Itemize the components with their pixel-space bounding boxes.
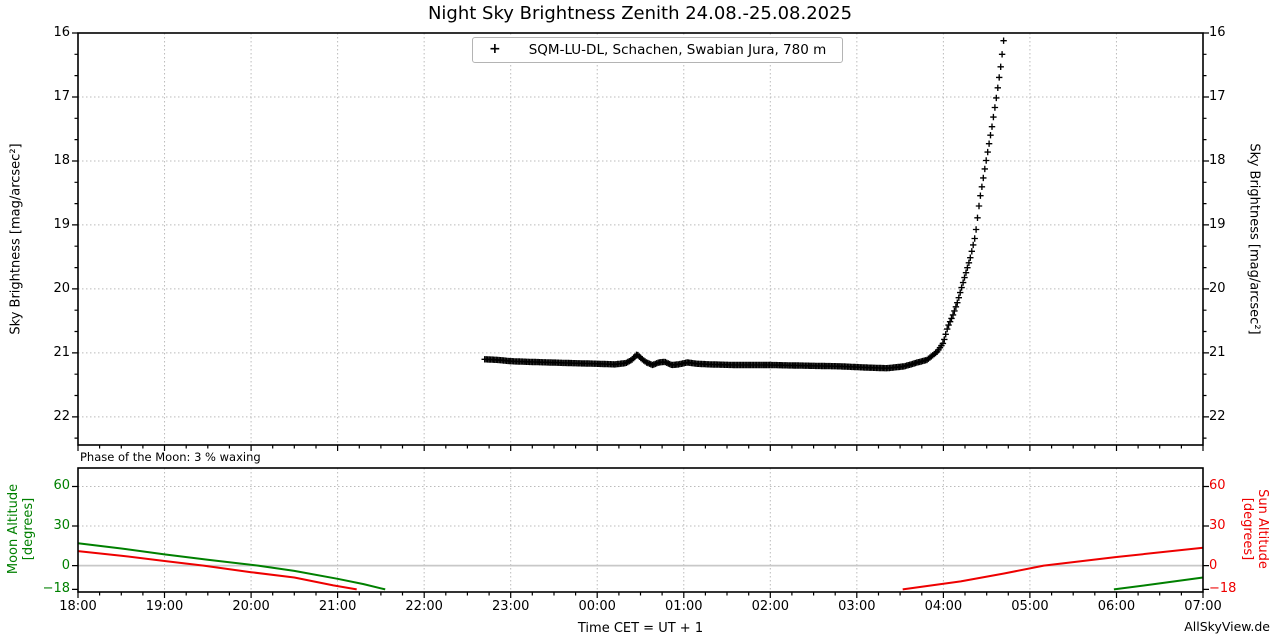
sun-ytick: 0 xyxy=(1209,557,1218,573)
main-ytick-left: 16 xyxy=(53,25,70,40)
xtick-label: 02:00 xyxy=(751,599,790,614)
sun-axis-label-line1: Sun Altitude xyxy=(1254,489,1270,569)
y-axis-label-left: Sky Brightness [mag/arcsec²] xyxy=(8,143,24,335)
main-ytick-right: 22 xyxy=(1209,408,1226,424)
main-ytick-right: 20 xyxy=(1209,280,1226,296)
xtick-label: 21:00 xyxy=(318,599,357,614)
moon-ytick: 60 xyxy=(53,478,70,494)
moon-ytick: −18 xyxy=(42,581,70,597)
main-ytick-left: 18 xyxy=(53,152,70,168)
axis-ticks xyxy=(72,32,1209,598)
xtick-label: 01:00 xyxy=(665,599,703,614)
main-ytick-left: 22 xyxy=(53,408,70,424)
main-ytick-right: 17 xyxy=(1209,88,1226,104)
main-ytick-right: 19 xyxy=(1209,216,1226,232)
main-ytick-right: 18 xyxy=(1209,152,1226,168)
main-ytick-right: 16 xyxy=(1209,25,1226,40)
xtick-label: 00:00 xyxy=(578,599,616,614)
xtick-label: 04:00 xyxy=(924,599,963,614)
xtick-label: 05:00 xyxy=(1011,599,1049,614)
main-ytick-left: 20 xyxy=(53,280,70,296)
moon-ytick: 30 xyxy=(53,518,70,534)
chart-title: Night Sky Brightness Zenith 24.08.-25.08… xyxy=(427,3,853,24)
main-plot-border xyxy=(77,32,1204,446)
xtick-label: 06:00 xyxy=(1097,599,1136,614)
sun-ytick: −18 xyxy=(1209,581,1237,597)
xtick-label: 23:00 xyxy=(491,599,530,614)
x-axis-label: Time CET = UT + 1 xyxy=(577,621,704,636)
sun-ytick: 30 xyxy=(1209,518,1226,534)
main-ytick-left: 19 xyxy=(53,216,70,232)
watermark: AllSkyView.de xyxy=(1184,619,1270,634)
xtick-label: 18:00 xyxy=(59,599,97,614)
main-ytick-left: 21 xyxy=(53,344,70,360)
moon-altitude-line xyxy=(77,542,386,591)
sun-altitude-line xyxy=(77,550,357,591)
sun-ytick: 60 xyxy=(1209,478,1226,494)
moon-ytick: 0 xyxy=(61,557,70,573)
moon-altitude-line xyxy=(1113,576,1204,591)
legend-box: + SQM-LU-DL, Schachen, Swabian Jura, 780… xyxy=(472,37,844,63)
plus-marker-icon: + xyxy=(489,41,501,57)
main-ytick-left: 17 xyxy=(53,88,70,104)
xtick-label: 07:00 xyxy=(1184,599,1222,614)
main-ytick-right: 21 xyxy=(1209,344,1226,360)
xtick-label: 03:00 xyxy=(838,599,876,614)
y-axis-label-right: Sky Brightness [mag/arcsec²] xyxy=(1246,143,1262,335)
sun-altitude-line xyxy=(902,546,1204,591)
xtick-label: 20:00 xyxy=(232,599,270,614)
xtick-label: 22:00 xyxy=(405,599,443,614)
legend-series-label: SQM-LU-DL, Schachen, Swabian Jura, 780 m xyxy=(528,42,827,58)
xtick-label: 19:00 xyxy=(145,599,184,614)
sqm-brightness-markers xyxy=(481,37,1007,372)
moon-phase-annotation: Phase of the Moon: 3 % waxing xyxy=(80,450,261,464)
